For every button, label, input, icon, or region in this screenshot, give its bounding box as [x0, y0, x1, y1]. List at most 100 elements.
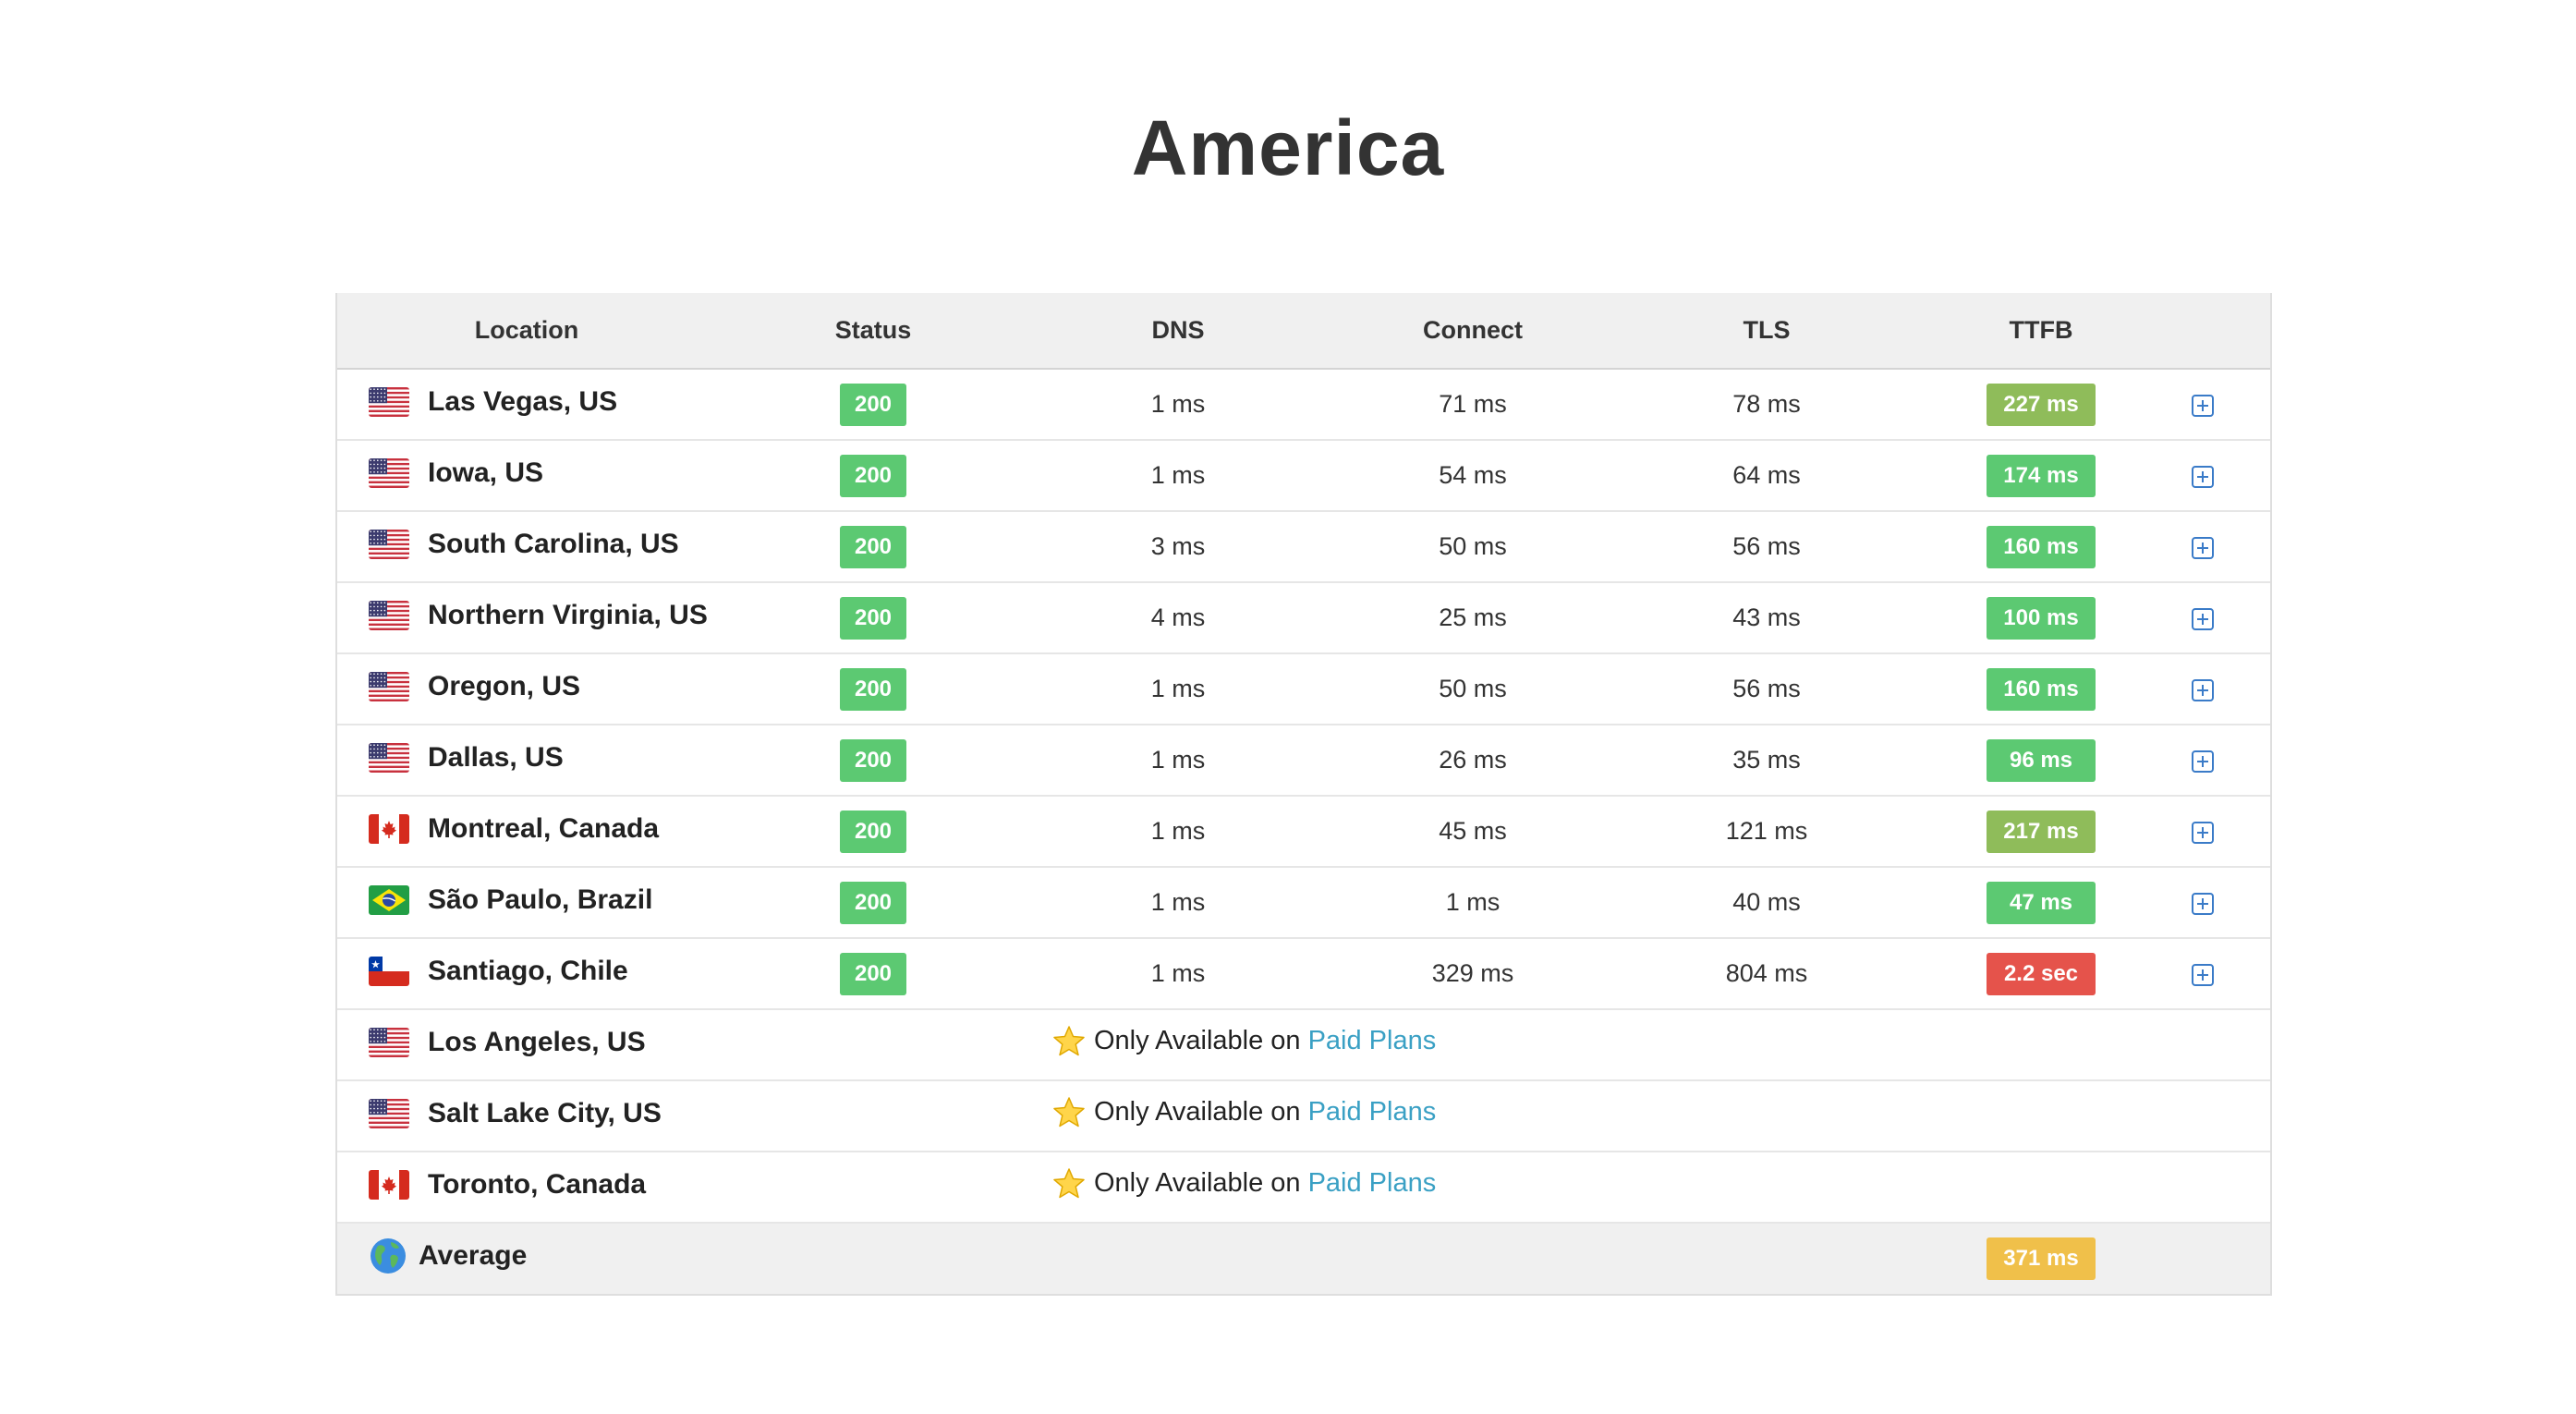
tls-cell: 56 ms [1620, 510, 1914, 582]
paid-plans-link[interactable]: Paid Plans [1307, 1168, 1437, 1198]
dns-cell: 1 ms [1150, 390, 1206, 418]
location-cell: São Paulo, Brazil [337, 866, 716, 938]
average-label: Average [419, 1239, 528, 1271]
flag-cl-icon [369, 956, 409, 986]
location-cell: Dallas, US [337, 724, 716, 796]
ttfb-badge: 174 ms [1987, 454, 2096, 497]
ttfb-cell: 160 ms [1914, 652, 2169, 725]
table-header-row: Location Status DNS Connect TLS TTFB [337, 293, 2270, 370]
paid-notice-text: Only Available on [1094, 1026, 1301, 1055]
expand-cell [2169, 724, 2270, 796]
dns-cell: 1 ms [1030, 724, 1326, 796]
table-row-paid: Los Angeles, US Only Available on Paid P… [337, 1008, 2270, 1080]
expand-cell [2169, 369, 2270, 440]
table-row: Montreal, Canada 200 1 ms 45 ms 121 ms 2… [337, 795, 2270, 867]
header-expand [2169, 293, 2270, 370]
header-tls: TLS [1620, 293, 1914, 370]
empty-cell [1620, 1222, 1914, 1294]
flag-ca-icon [369, 813, 409, 844]
table-row-paid: Toronto, Canada Only Available on Paid P… [337, 1151, 2270, 1223]
average-row: Average 371 ms [337, 1222, 2270, 1294]
plus-square-icon[interactable] [2191, 607, 2215, 631]
location-name: Salt Lake City, US [428, 1097, 662, 1128]
dns-cell: 4 ms [1030, 581, 1326, 653]
table-row: São Paulo, Brazil 200 1 ms 1 ms 40 ms 47… [337, 866, 2270, 938]
location-name: South Carolina, US [428, 528, 679, 559]
header-status: Status [716, 293, 1030, 370]
plus-square-icon[interactable] [2191, 821, 2215, 845]
status-badge: 200 [840, 525, 906, 568]
expand-cell [2169, 795, 2270, 867]
flag-us-icon [369, 386, 409, 417]
tls-cell: 78 ms [1732, 390, 1801, 418]
location-cell: Northern Virginia, US [337, 581, 716, 653]
connect-cell: 50 ms [1326, 652, 1620, 725]
plus-square-icon[interactable] [2191, 465, 2215, 489]
flag-us-icon [369, 671, 409, 701]
status-badge: 200 [840, 383, 906, 426]
paid-plans-link[interactable]: Paid Plans [1307, 1097, 1437, 1127]
ttfb-badge: 227 ms [1987, 383, 2096, 426]
status-cell: 200 [716, 439, 1030, 511]
expand-cell [2169, 581, 2270, 653]
location-cell: Santiago, Chile [337, 937, 716, 1009]
status-badge: 200 [840, 738, 906, 782]
ttfb-cell: 47 ms [1914, 866, 2169, 938]
paid-plans-link[interactable]: Paid Plans [1307, 1026, 1437, 1055]
paid-notice-cell: Only Available on Paid Plans [716, 1151, 2270, 1223]
connect-cell: 329 ms [1326, 937, 1620, 1009]
plus-square-icon[interactable] [2191, 750, 2215, 774]
tls-cell: 56 ms [1620, 652, 1914, 725]
plus-square-icon[interactable] [2191, 678, 2215, 702]
expand-cell [2169, 866, 2270, 938]
plus-square-icon[interactable] [2191, 963, 2215, 987]
page-title: America [1131, 104, 1445, 191]
location-cell: Salt Lake City, US [337, 1079, 716, 1152]
status-cell: 200 [716, 866, 1030, 938]
status-cell: 200 [716, 369, 1030, 440]
location-name: Northern Virginia, US [428, 599, 708, 630]
status-cell: 200 [716, 795, 1030, 867]
table-row: Iowa, US 200 1 ms 54 ms 64 ms 174 ms [337, 439, 2270, 511]
flag-us-icon [369, 529, 409, 559]
status-badge: 200 [840, 810, 906, 853]
dns-cell: 1 ms [1030, 937, 1326, 1009]
connect-cell: 71 ms [1439, 390, 1507, 418]
ttfb-badge: 160 ms [1987, 667, 2096, 711]
location-name: Dallas, US [428, 741, 564, 773]
ttfb-cell: 160 ms [1914, 510, 2169, 582]
table-row: South Carolina, US 200 3 ms 50 ms 56 ms … [337, 510, 2270, 582]
ttfb-cell: 227 ms [1914, 369, 2169, 440]
tls-cell: 40 ms [1620, 866, 1914, 938]
table-row: Dallas, US 200 1 ms 26 ms 35 ms 96 ms [337, 724, 2270, 796]
plus-square-icon[interactable] [2191, 892, 2215, 916]
tls-cell: 804 ms [1620, 937, 1914, 1009]
dns-cell: 1 ms [1030, 795, 1326, 867]
ttfb-badge: 160 ms [1987, 525, 2096, 568]
header-location: Location [337, 293, 716, 370]
location-name: Oregon, US [428, 670, 581, 701]
connect-cell: 45 ms [1326, 795, 1620, 867]
paid-notice-text: Only Available on [1094, 1168, 1301, 1198]
connect-cell: 25 ms [1326, 581, 1620, 653]
flag-br-icon [369, 884, 409, 915]
tls-cell: 35 ms [1620, 724, 1914, 796]
header-ttfb: TTFB [1914, 293, 2169, 370]
location-cell: Toronto, Canada [337, 1151, 716, 1223]
status-cell: 200 [716, 510, 1030, 582]
status-badge: 200 [840, 881, 906, 924]
ttfb-badge: 217 ms [1987, 810, 2096, 853]
status-cell: 200 [716, 937, 1030, 1009]
ttfb-cell: 2.2 sec [1914, 937, 2169, 1009]
paid-notice-text: Only Available on [1094, 1097, 1301, 1127]
expand-cell [2169, 439, 2270, 511]
location-name: Toronto, Canada [428, 1168, 647, 1200]
plus-square-icon[interactable] [2191, 536, 2215, 560]
dns-cell: 1 ms [1030, 866, 1326, 938]
ttfb-cell: 217 ms [1914, 795, 2169, 867]
plus-square-icon[interactable] [2191, 394, 2215, 418]
empty-cell [2169, 1222, 2270, 1294]
location-name: Los Angeles, US [428, 1026, 646, 1057]
location-cell: Las Vegas, US [337, 369, 716, 440]
average-ttfb-badge: 371 ms [1987, 1237, 2096, 1280]
